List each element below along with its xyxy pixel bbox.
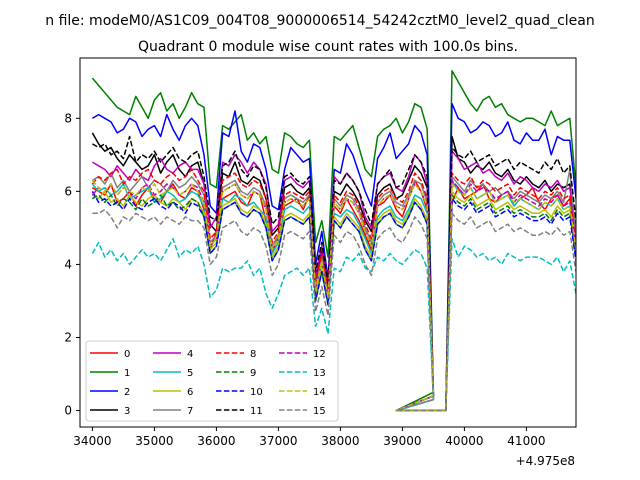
- legend-box: [85, 340, 339, 422]
- x-tick-label: 35000: [135, 434, 173, 448]
- x-tick-label: 37000: [259, 434, 297, 448]
- series-layer: [91, 70, 576, 412]
- chart-title: Quadrant 0 module wise count rates with …: [138, 39, 518, 55]
- series-line-5: [91, 179, 576, 412]
- legend-label-10: 10: [250, 387, 263, 398]
- legend-label-3: 3: [124, 406, 130, 417]
- series-line-3: [91, 132, 576, 412]
- legend-label-5: 5: [187, 368, 193, 379]
- series-line-8: [91, 168, 576, 412]
- series-line-10: [91, 191, 576, 412]
- series-line-6: [92, 190, 576, 412]
- series-line-1: [91, 70, 576, 412]
- legend-label-12: 12: [313, 349, 326, 360]
- legend-label-7: 7: [187, 406, 193, 417]
- x-tick-label: 38000: [321, 434, 359, 448]
- series-line-14: [91, 179, 576, 412]
- x-tick-label: 40000: [445, 434, 483, 448]
- series-line-13: [91, 238, 576, 412]
- legend-label-13: 13: [313, 368, 326, 379]
- legend-label-1: 1: [124, 368, 130, 379]
- series-line-11: [92, 135, 576, 412]
- legend-label-6: 6: [187, 387, 193, 398]
- y-tick-label: 6: [64, 184, 72, 198]
- x-offset-label: +4.975e8: [516, 454, 575, 468]
- legend-label-14: 14: [313, 387, 326, 398]
- legend-label-0: 0: [124, 349, 130, 360]
- legend-label-4: 4: [187, 349, 193, 360]
- legend-label-2: 2: [124, 387, 130, 398]
- y-tick-label: 0: [64, 404, 72, 418]
- legend-label-9: 9: [250, 368, 256, 379]
- x-tick-label: 41000: [507, 434, 545, 448]
- y-tick-label: 2: [64, 330, 72, 344]
- x-tick-label: 36000: [197, 434, 235, 448]
- legend-label-8: 8: [250, 349, 256, 360]
- series-line-4: [92, 150, 576, 412]
- x-tick-label: 39000: [383, 434, 421, 448]
- figure-suptitle: n file: modeM0/AS1C09_004T08_9000006514_…: [45, 13, 594, 29]
- legend-label-15: 15: [313, 406, 326, 417]
- series-line-9: [92, 194, 576, 412]
- y-axis: 0 2 4 6 8: [64, 111, 80, 418]
- series-line-15: [92, 208, 576, 412]
- x-tick-label: 34000: [73, 434, 111, 448]
- y-tick-label: 4: [64, 257, 72, 271]
- legend-label-11: 11: [250, 406, 263, 417]
- y-tick-label: 8: [64, 111, 72, 125]
- series-line-0: [92, 179, 576, 412]
- series-line-2: [92, 102, 576, 412]
- x-axis: 34000 35000 36000 37000 38000 39000 40000 41000: [73, 427, 545, 448]
- plot-frame: [79, 57, 577, 428]
